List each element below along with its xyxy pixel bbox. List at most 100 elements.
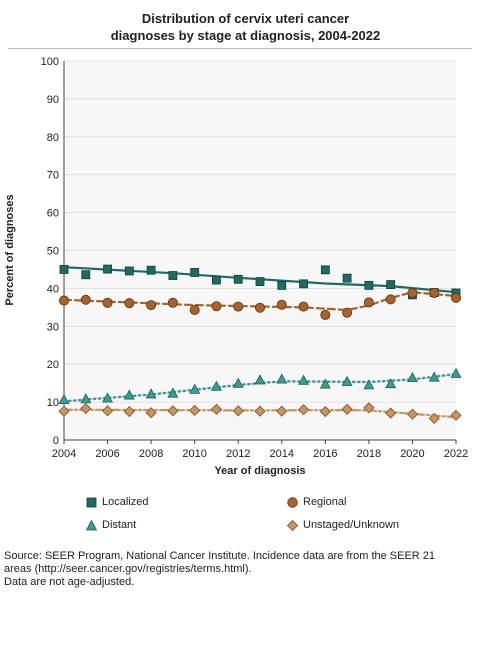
data-point-diamond bbox=[167, 405, 179, 417]
y-tick-label: 80 bbox=[47, 132, 59, 144]
data-point-circle bbox=[407, 287, 418, 298]
chart-title-line-2: diagnoses by stage at diagnosis, 2004-20… bbox=[110, 28, 381, 43]
data-point-circle bbox=[80, 294, 91, 305]
legend-item-distant: Distant bbox=[86, 519, 136, 531]
data-point-triangle bbox=[385, 378, 397, 389]
x-tick-label: 2006 bbox=[95, 448, 119, 460]
data-point-circle bbox=[429, 287, 440, 298]
x-tick-label: 2018 bbox=[357, 448, 381, 460]
data-point-diamond bbox=[232, 405, 244, 417]
y-tick-label: 100 bbox=[41, 56, 59, 68]
x-tick-label: 2022 bbox=[444, 448, 468, 460]
y-tick-label: 10 bbox=[47, 397, 59, 409]
data-point-square bbox=[233, 274, 243, 284]
y-tick-label: 0 bbox=[53, 435, 59, 447]
data-point-triangle bbox=[123, 389, 135, 400]
data-point-square bbox=[320, 265, 330, 275]
data-point-triangle bbox=[189, 383, 201, 394]
data-point-triangle bbox=[319, 378, 331, 389]
triangle-marker-icon bbox=[86, 519, 97, 530]
data-point-diamond bbox=[341, 403, 353, 415]
data-point-diamond bbox=[210, 403, 223, 415]
chart-plot: 0 10 20 30 40 50 60 70 80 90 100 2004 2006 2008 2010 20… bbox=[4, 56, 468, 477]
x-axis-label: Year of diagnosis bbox=[214, 465, 305, 477]
data-point-circle bbox=[233, 301, 244, 312]
title-divider bbox=[8, 48, 472, 49]
data-point-square bbox=[103, 264, 112, 274]
data-point-square bbox=[255, 277, 265, 286]
data-point-diamond bbox=[406, 408, 419, 420]
data-point-triangle bbox=[298, 374, 310, 385]
data-point-diamond bbox=[254, 405, 266, 417]
y-tick-label: 50 bbox=[47, 246, 59, 258]
data-point-triangle bbox=[254, 374, 266, 385]
data-point-circle bbox=[450, 292, 461, 303]
legend-label-unstaged: Unstaged/Unknown bbox=[303, 519, 400, 531]
circle-marker-icon bbox=[287, 496, 298, 508]
legend-label-regional: Regional bbox=[303, 496, 347, 508]
x-tick-label: 2012 bbox=[226, 448, 250, 460]
data-point-diamond bbox=[145, 407, 157, 419]
data-point-square bbox=[386, 280, 396, 290]
y-tick-label: 60 bbox=[47, 208, 59, 220]
data-point-circle bbox=[320, 309, 331, 320]
x-tick-label: 2014 bbox=[270, 448, 294, 460]
legend-item-unstaged: Unstaged/Unknown bbox=[287, 519, 399, 531]
data-point-circle bbox=[124, 298, 135, 309]
data-point-triangle bbox=[450, 367, 462, 378]
legend-item-localized: Localized bbox=[86, 496, 148, 508]
data-point-diamond bbox=[385, 407, 397, 419]
x-tick-label: 2004 bbox=[52, 448, 76, 460]
data-point-circle bbox=[146, 300, 157, 311]
data-point-circle bbox=[298, 301, 309, 312]
data-point-diamond bbox=[58, 405, 70, 417]
data-point-square bbox=[146, 265, 156, 275]
data-point-diamond bbox=[450, 409, 462, 421]
data-point-triangle bbox=[145, 388, 157, 399]
data-point-circle bbox=[385, 294, 396, 305]
data-point-diamond bbox=[319, 406, 331, 418]
chart-title: Distribution of cervix uteri cancer diag… bbox=[0, 10, 491, 44]
data-point-square bbox=[124, 266, 134, 276]
source-note-line-3: Data are not age-adjusted. bbox=[4, 576, 135, 588]
data-point-square bbox=[81, 270, 91, 280]
data-point-circle bbox=[102, 297, 113, 308]
data-point-triangle bbox=[58, 393, 70, 405]
data-point-triangle bbox=[102, 392, 114, 403]
legend-label-localized: Localized bbox=[102, 496, 149, 508]
data-point-square bbox=[342, 273, 352, 283]
trend-line-unstaged-unknown bbox=[62, 408, 458, 419]
source-note: Source: SEER Program, National Cancer In… bbox=[4, 550, 488, 589]
y-tick-label: 90 bbox=[47, 94, 59, 106]
data-point-circle bbox=[254, 302, 265, 313]
data-point-square bbox=[277, 280, 287, 290]
y-axis-label: Percent of diagnoses bbox=[4, 194, 16, 305]
x-tick-label: 2020 bbox=[400, 448, 424, 460]
marker-layer bbox=[58, 264, 462, 424]
data-point-diamond bbox=[101, 405, 114, 417]
legend-item-regional: Regional bbox=[287, 496, 346, 508]
data-point-square bbox=[190, 268, 200, 277]
diamond-marker-icon bbox=[287, 519, 298, 531]
data-point-circle bbox=[276, 299, 287, 310]
square-marker-icon bbox=[86, 497, 97, 507]
data-point-circle bbox=[211, 301, 222, 312]
data-point-triangle bbox=[406, 372, 418, 383]
data-point-circle bbox=[59, 295, 70, 306]
data-point-circle bbox=[189, 305, 200, 316]
data-point-triangle bbox=[210, 380, 222, 391]
x-tick-label: 2008 bbox=[139, 448, 163, 460]
data-point-triangle bbox=[363, 379, 375, 390]
data-point-square bbox=[364, 280, 374, 290]
y-tick-label: 30 bbox=[47, 321, 59, 333]
y-tick-label: 20 bbox=[47, 359, 59, 371]
data-point-square bbox=[168, 271, 178, 280]
data-point-diamond bbox=[297, 404, 310, 416]
source-note-line-2: areas (http://seer.cancer.gov/registries… bbox=[4, 563, 252, 575]
data-point-diamond bbox=[428, 412, 440, 424]
data-point-triangle bbox=[428, 371, 440, 382]
grid-layer bbox=[64, 60, 456, 403]
chart-title-line-1: Distribution of cervix uteri cancer bbox=[141, 11, 350, 26]
source-note-line-1: Source: SEER Program, National Cancer In… bbox=[4, 550, 436, 562]
x-tick-label: 2010 bbox=[182, 448, 206, 460]
